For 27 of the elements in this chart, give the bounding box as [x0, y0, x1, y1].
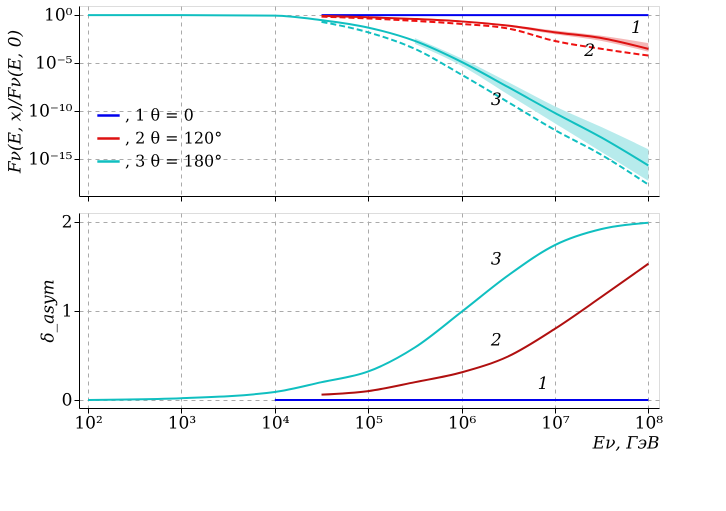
x-tick-label: 10⁶ — [448, 414, 476, 434]
annotation: 1 — [538, 374, 548, 394]
line-series — [320, 16, 650, 57]
y-tick-label: 10⁻⁵ — [35, 54, 73, 74]
x-tick-label: 10⁴ — [261, 414, 290, 434]
y-axis-title: δ_asym — [38, 279, 59, 343]
annotation: 2 — [583, 41, 596, 62]
y-tick-label: 10⁰ — [44, 6, 73, 26]
y-tick-label: 1 — [62, 301, 72, 322]
x-tick-label: 10⁵ — [354, 414, 384, 434]
y-axis-title: Fν(E, x)/Fν(E, 0) — [5, 30, 26, 174]
y-tick-label: 10⁻¹⁰ — [28, 101, 73, 122]
x-tick-label: 10² — [74, 414, 103, 434]
x-tick-label: 10³ — [168, 414, 196, 434]
y-tick-label: 2 — [62, 212, 72, 232]
annotation: 3 — [490, 90, 502, 110]
x-axis-title: Eν, ГэВ — [592, 434, 660, 454]
x-tick-label: 10⁸ — [634, 414, 664, 434]
y-tick-label: 10⁻¹⁵ — [28, 149, 73, 170]
y-tick-label: 0 — [62, 390, 72, 410]
annotation: 3 — [490, 249, 502, 270]
x-tick-label: 10⁷ — [541, 414, 570, 434]
annotation: 1 — [630, 18, 642, 38]
annotation: 2 — [490, 330, 502, 350]
legend-label: , 2 θ = 120° — [125, 128, 222, 148]
legend-label: , 1 θ = 0 — [125, 106, 194, 124]
legend-label: , 3 θ = 180° — [125, 152, 222, 170]
